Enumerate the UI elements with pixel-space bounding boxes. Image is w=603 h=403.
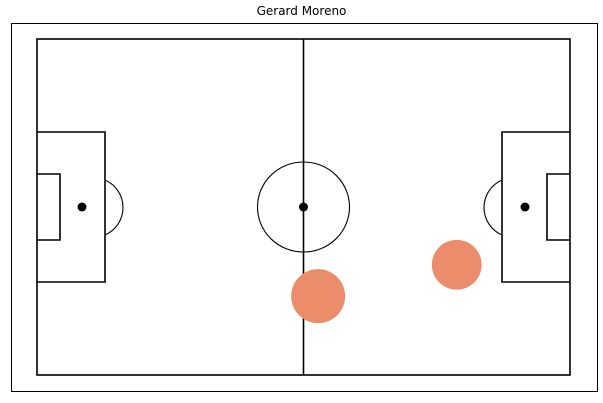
pitch-lines [36,38,571,376]
left-penalty-spot [77,202,87,212]
left-penalty-arc [104,179,124,236]
left-penalty-area [37,131,106,283]
left-six-yard-box [37,173,61,241]
center-spot [299,202,308,212]
right-six-yard-box [546,173,570,241]
shot-marker [291,269,346,324]
right-penalty-spot [520,202,530,212]
shot-marker [431,239,482,290]
shot-markers [291,239,482,324]
chart-title: Gerard Moreno [256,4,347,18]
right-penalty-arc [483,179,503,236]
axes-frame [11,23,598,392]
right-penalty-area [501,131,570,283]
center-circle [256,161,351,253]
